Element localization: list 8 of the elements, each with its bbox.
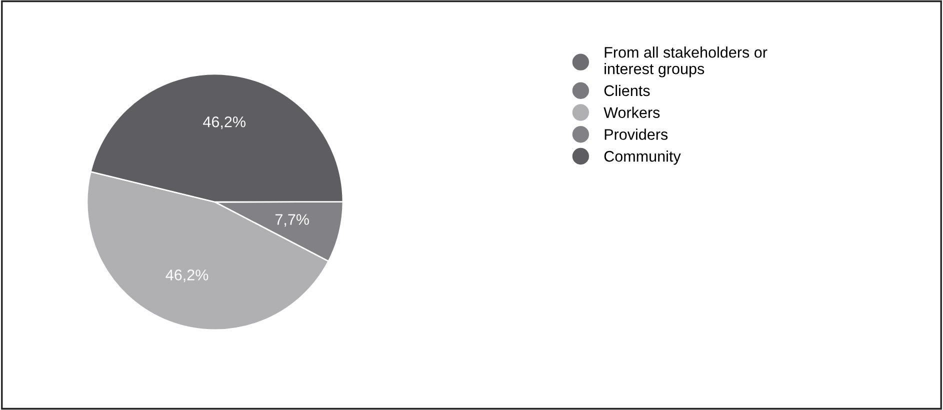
legend-label: Clients (604, 84, 650, 96)
data-label: 46,2% (166, 270, 208, 282)
data-label: 46,2% (203, 116, 246, 130)
legend-label: Community (604, 150, 681, 165)
data-label: 7,7% (275, 214, 309, 227)
legend-label: Workers (604, 106, 660, 118)
legend-label: Providers (604, 128, 668, 140)
legend-label: From all stakeholders or interest groups (604, 46, 768, 78)
